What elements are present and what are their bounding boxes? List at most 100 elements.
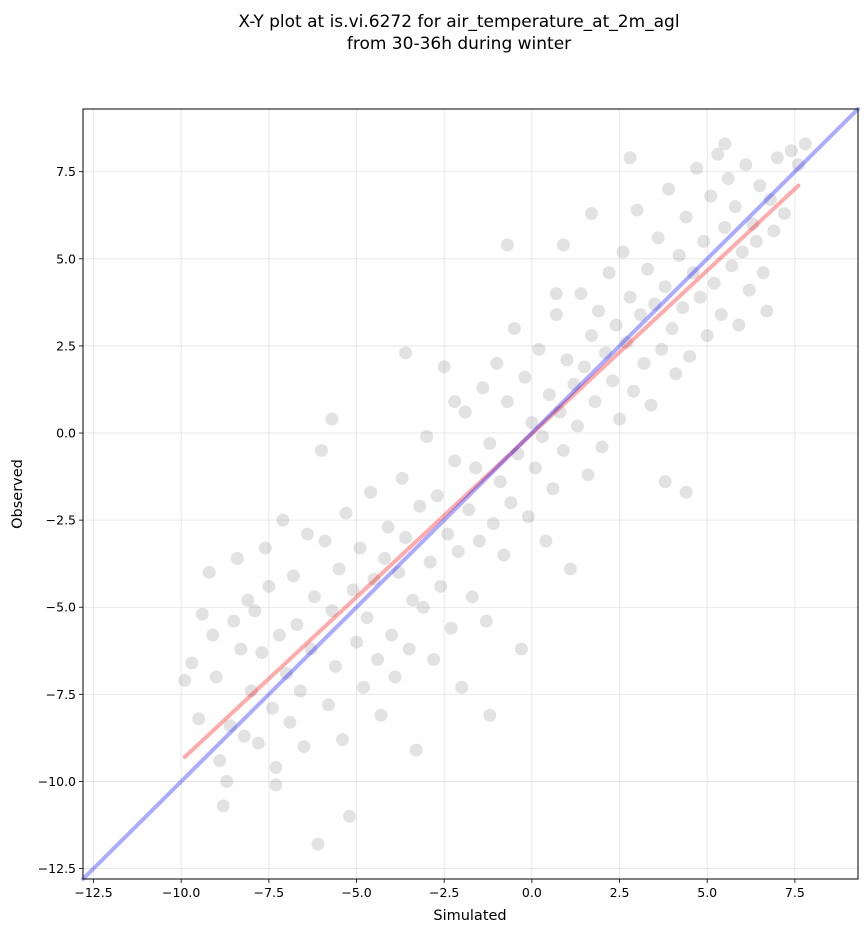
data-point [321,698,335,712]
data-point [220,774,234,788]
data-point [339,506,353,520]
x-tick-label: 2.5 [610,885,630,900]
data-point [206,628,220,642]
data-point [697,234,711,248]
data-point [458,405,472,419]
data-point [644,398,658,412]
data-point [241,593,255,607]
data-point [760,304,774,318]
data-point [728,200,742,214]
data-point [209,670,223,684]
data-point [595,440,609,454]
data-point [178,673,192,687]
data-point [455,680,469,694]
data-point [500,395,514,409]
data-point [388,670,402,684]
grid [83,109,858,879]
y-tick-label: 2.5 [56,338,76,353]
data-point [248,604,262,618]
fit-lines [81,107,860,881]
y-tick-label: −2.5 [46,513,76,528]
data-point [507,322,521,336]
data-point [777,207,791,221]
data-point [532,342,546,356]
data-point [549,287,563,301]
data-point [230,551,244,565]
data-point [627,384,641,398]
data-point [276,513,290,527]
data-point [648,297,662,311]
data-point [290,618,304,632]
data-point [304,642,318,656]
data-point [584,207,598,221]
data-point [490,356,504,370]
data-point [406,593,420,607]
data-point [655,342,669,356]
data-point [269,778,283,792]
data-points [178,137,812,851]
data-point [511,447,525,461]
data-point [567,377,581,391]
data-point [556,443,570,457]
data-point [402,642,416,656]
data-point [791,158,805,172]
data-point [430,489,444,503]
data-point [413,499,427,513]
data-point [606,374,620,388]
data-point [286,569,300,583]
data-point [602,266,616,280]
data-point [651,231,665,245]
data-point [767,224,781,238]
data-point [560,353,574,367]
data-point [192,712,206,726]
data-point [476,381,490,395]
data-point [486,517,500,531]
data-point [563,562,577,576]
data-point [721,172,735,186]
chart-subtitle: from 30-36h during winter [347,34,571,54]
data-point [535,430,549,444]
data-point [332,562,346,576]
x-tick-label: −5.0 [341,885,371,900]
data-point [272,628,286,642]
data-point [300,527,314,541]
data-point [409,743,423,757]
data-point [462,503,476,517]
data-point [746,217,760,231]
data-point [756,266,770,280]
data-point [686,266,700,280]
data-point [350,635,364,649]
data-point [539,534,553,548]
regression-line [182,183,801,760]
data-point [676,301,690,315]
data-point [672,248,686,262]
x-tick-label: 5.0 [697,885,717,900]
data-point [483,436,497,450]
data-point [707,276,721,290]
data-point [185,656,199,670]
data-point [570,419,584,433]
data-point [343,809,357,823]
data-point [258,541,272,555]
data-point [725,259,739,273]
chart-title: X-Y plot at is.vi.6272 for air_temperatu… [238,12,679,32]
data-point [690,161,704,175]
data-point [528,461,542,475]
x-axis-ticks: −12.5 −10.0 −7.5 −5.0 −2.5 0.0 2.5 5.0 7.5 [74,879,805,900]
x-tick-label: −7.5 [254,885,284,900]
data-point [469,461,483,475]
data-point [251,736,265,750]
data-point [718,220,732,234]
data-point [479,614,493,628]
data-point [448,395,462,409]
data-point [441,527,455,541]
data-point [658,280,672,294]
data-point [423,555,437,569]
data-point [360,611,374,625]
data-point [311,837,325,851]
data-point [434,579,448,593]
data-point [693,290,707,304]
data-point [318,534,332,548]
data-point [420,430,434,444]
